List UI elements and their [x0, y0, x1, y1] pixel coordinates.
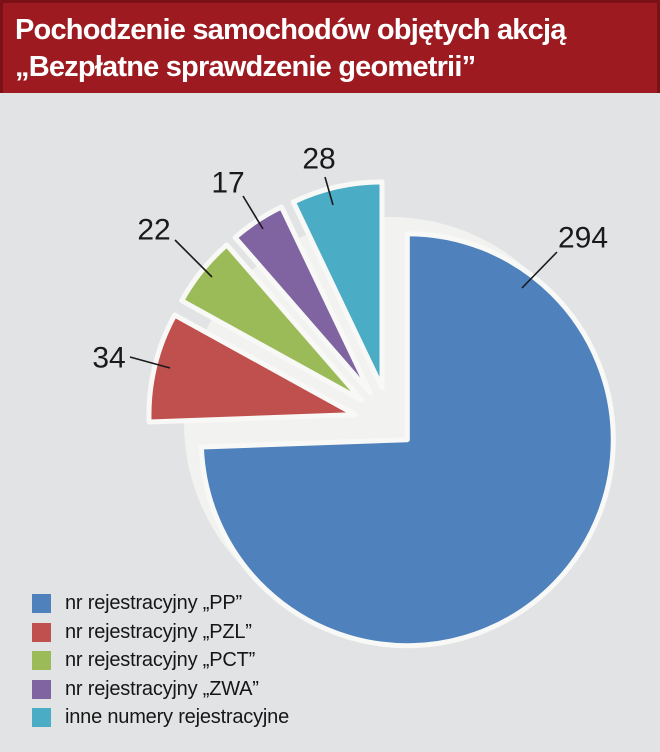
legend: nr rejestracyjny „PP” nr rejestracyjny „…	[32, 592, 289, 728]
value-label-pzl: 34	[92, 342, 125, 375]
legend-swatch-pct	[32, 651, 51, 670]
legend-item-pp: nr rejestracyjny „PP”	[32, 592, 289, 614]
legend-label-pzl: nr rejestracyjny „PZL”	[65, 620, 252, 643]
legend-item-pzl: nr rejestracyjny „PZL”	[32, 620, 289, 643]
chart-title-line-2: „Bezpłatne sprawdzenie geometrii”	[15, 51, 476, 83]
chart-title-line-1: Pochodzenie samochodów objętych akcją	[15, 14, 566, 46]
legend-item-zwa: nr rejestracyjny „ZWA”	[32, 677, 289, 700]
legend-swatch-zwa	[32, 679, 51, 699]
legend-label-inne: inne numery rejestracyjne	[65, 706, 289, 728]
legend-swatch-pp	[32, 594, 51, 613]
value-label-zwa: 17	[211, 167, 244, 200]
legend-swatch-inne	[32, 708, 51, 727]
pie-slice-pp	[198, 231, 616, 649]
pie-slice-inne	[290, 179, 385, 391]
value-label-pct: 22	[137, 214, 170, 247]
pie-slice-pzl	[146, 312, 358, 425]
legend-label-pct: nr rejestracyjny „PCT”	[65, 649, 256, 671]
value-label-pp: 294	[558, 222, 608, 255]
leader-line-pzl	[129, 356, 171, 369]
legend-item-pct: nr rejestracyjny „PCT”	[32, 649, 289, 671]
leader-line-inne	[324, 176, 334, 206]
legend-item-inne: inne numery rejestracyjne	[32, 706, 289, 728]
value-label-inne: 28	[302, 143, 335, 176]
leader-line-pp	[521, 251, 558, 289]
leader-line-zwa	[242, 195, 264, 230]
legend-swatch-pzl	[32, 622, 51, 642]
legend-label-zwa: nr rejestracyjny „ZWA”	[65, 677, 259, 700]
legend-label-pp: nr rejestracyjny „PP”	[65, 592, 242, 614]
pie-slice-pct	[179, 242, 365, 403]
leader-line-pct	[174, 239, 213, 278]
title-banner: Pochodzenie samochodów objętych akcją „B…	[0, 0, 660, 93]
